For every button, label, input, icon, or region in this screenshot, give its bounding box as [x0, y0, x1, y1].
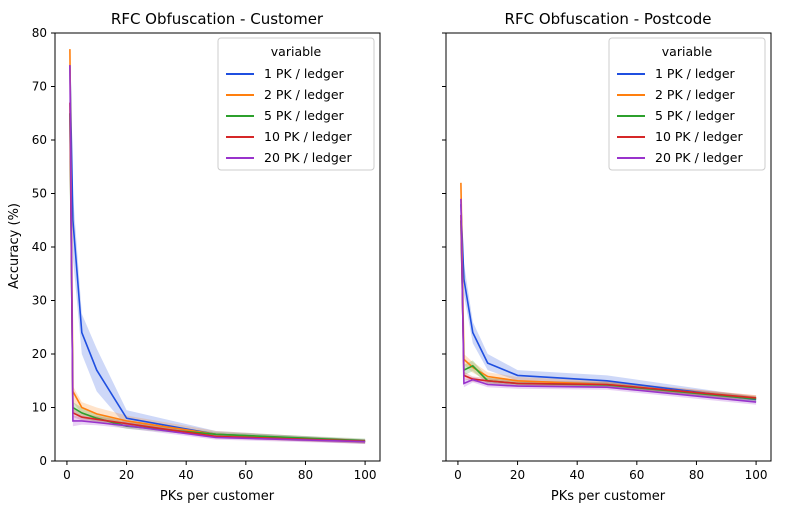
x-tick-label: 60 — [629, 468, 644, 482]
series-line-5 — [460, 198, 757, 403]
x-tick-label: 20 — [510, 468, 525, 482]
confidence-band-series-2 — [460, 177, 757, 401]
series-line-1 — [460, 204, 757, 401]
customer-y-axis-label: Accuracy (%) — [7, 203, 22, 289]
x-tick-label: 40 — [570, 468, 585, 482]
x-tick-label: 0 — [454, 468, 462, 482]
confidence-band-series-3 — [460, 209, 757, 402]
x-tick-label: 80 — [298, 468, 313, 482]
y-tick-label: 80 — [32, 26, 47, 40]
legend-entry-label: 1 PK / ledger — [655, 66, 736, 81]
customer-axes: 0 20 40 60 80 100 0 10 20 30 40 50 60 70 80 — [32, 26, 377, 482]
customer-x-axis-label: PKs per customer — [160, 489, 275, 504]
legend-title: variable — [662, 44, 713, 59]
customer-series-lines — [69, 49, 366, 443]
x-tick-label: 100 — [354, 468, 377, 482]
postcode-axes: 0 20 40 60 80 100 — [442, 32, 768, 482]
x-tick-label: 40 — [179, 468, 194, 482]
legend-entry-label: 10 PK / ledger — [655, 129, 743, 144]
postcode-plot-frame — [445, 32, 772, 462]
legend-entry-label: 20 PK / ledger — [655, 150, 743, 165]
y-tick-label: 40 — [32, 240, 47, 254]
legend-entry-label: 2 PK / ledger — [655, 87, 736, 102]
postcode-panel: RFC Obfuscation - Postcode 0 20 40 60 80 100 … — [442, 10, 772, 504]
series-line-5 — [69, 65, 366, 443]
x-tick-label: 20 — [119, 468, 134, 482]
legend-box — [217, 37, 375, 171]
customer-legend: variable 1 PK / ledger 2 PK / ledger 5 PK /… — [217, 37, 375, 171]
customer-chart-title: RFC Obfuscation - Customer — [111, 10, 324, 28]
y-tick-label: 50 — [32, 187, 47, 201]
legend-entry-label: 5 PK / ledger — [655, 108, 736, 123]
x-tick-label: 60 — [238, 468, 253, 482]
y-tick-label: 0 — [39, 454, 47, 468]
x-tick-label: 100 — [745, 468, 768, 482]
y-tick-label: 10 — [32, 401, 47, 415]
postcode-series-lines — [460, 182, 757, 403]
confidence-band-series-5 — [460, 188, 757, 405]
legend-entry-label: 1 PK / ledger — [264, 66, 345, 81]
legend-entry-label: 2 PK / ledger — [264, 87, 345, 102]
postcode-chart-title: RFC Obfuscation - Postcode — [505, 10, 712, 28]
legend-entry-label: 10 PK / ledger — [264, 129, 352, 144]
x-tick-label: 80 — [689, 468, 704, 482]
y-tick-label: 60 — [32, 133, 47, 147]
postcode-x-axis-label: PKs per customer — [551, 489, 666, 504]
legend-box — [608, 37, 766, 171]
customer-panel: RFC Obfuscation - Customer 0 20 40 60 80 1000… — [7, 10, 381, 504]
y-tick-label: 70 — [32, 80, 47, 94]
x-tick-label: 0 — [63, 468, 71, 482]
y-tick-label: 30 — [32, 294, 47, 308]
y-tick-label: 20 — [32, 347, 47, 361]
legend-entry-label: 5 PK / ledger — [264, 108, 345, 123]
legend-title: variable — [271, 44, 322, 59]
customer-plot-frame — [54, 32, 381, 462]
postcode-legend: variable 1 PK / ledger 2 PK / ledger 5 PK /… — [608, 37, 766, 171]
legend-entry-label: 20 PK / ledger — [264, 150, 352, 165]
